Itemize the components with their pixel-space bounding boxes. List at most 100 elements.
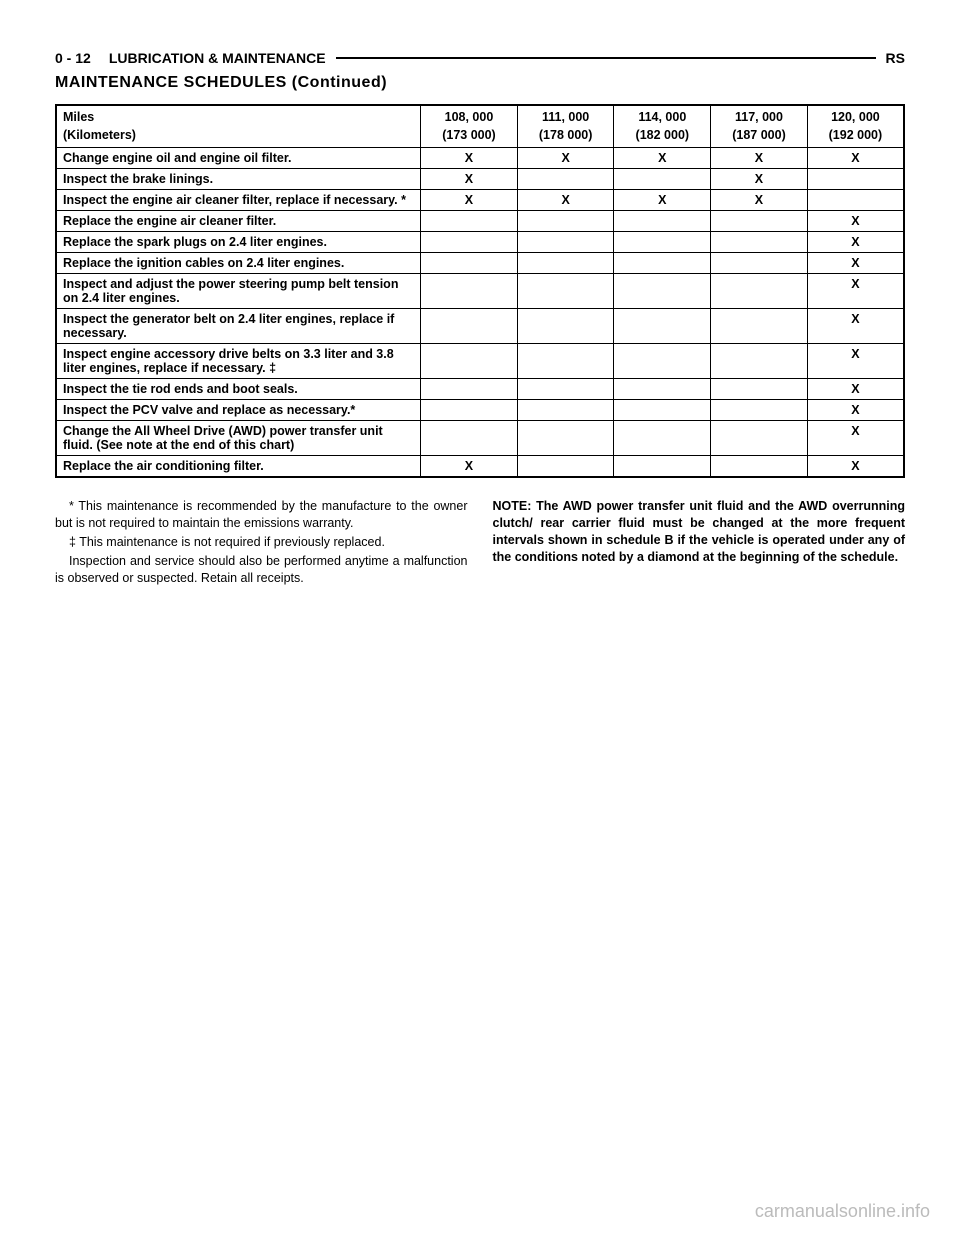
page-number: 0 - 12 xyxy=(55,50,91,66)
col4-km: (192 000) xyxy=(829,128,883,142)
col4-miles: 120, 000 xyxy=(831,110,880,124)
table-row: Inspect and adjust the power steering pu… xyxy=(56,274,904,309)
row-val xyxy=(711,344,808,379)
row-val xyxy=(421,400,518,421)
notes-right-column: NOTE: The AWD power transfer unit fluid … xyxy=(493,498,906,588)
row-val xyxy=(421,379,518,400)
subtitle: MAINTENANCE SCHEDULES (Continued) xyxy=(55,74,905,92)
row-val xyxy=(517,211,614,232)
row-val xyxy=(614,400,711,421)
header-col-4: 120, 000 (192 000) xyxy=(807,105,904,148)
row-val xyxy=(421,253,518,274)
table-row: Inspect the engine air cleaner filter, r… xyxy=(56,190,904,211)
row-val xyxy=(711,274,808,309)
row-desc: Inspect the PCV valve and replace as nec… xyxy=(56,400,421,421)
row-val: X xyxy=(614,190,711,211)
row-val xyxy=(614,421,711,456)
header-col-0: 108, 000 (173 000) xyxy=(421,105,518,148)
row-val: X xyxy=(807,400,904,421)
row-val xyxy=(614,253,711,274)
notes-section: * This maintenance is recommended by the… xyxy=(55,498,905,588)
row-val xyxy=(614,379,711,400)
row-desc: Change engine oil and engine oil filter. xyxy=(56,148,421,169)
header-km-label: (Kilometers) xyxy=(63,128,136,142)
row-desc: Change the All Wheel Drive (AWD) power t… xyxy=(56,421,421,456)
row-val xyxy=(711,456,808,478)
row-val xyxy=(421,309,518,344)
row-desc: Inspect the tie rod ends and boot seals. xyxy=(56,379,421,400)
row-desc: Inspect the generator belt on 2.4 liter … xyxy=(56,309,421,344)
row-val: X xyxy=(421,148,518,169)
row-val: X xyxy=(807,421,904,456)
note-awd: NOTE: The AWD power transfer unit fluid … xyxy=(493,498,906,566)
col2-km: (182 000) xyxy=(636,128,690,142)
row-val xyxy=(517,169,614,190)
table-row: Replace the air conditioning filter.XX xyxy=(56,456,904,478)
row-val: X xyxy=(807,456,904,478)
col2-miles: 114, 000 xyxy=(638,110,686,124)
row-val: X xyxy=(421,456,518,478)
table-row: Replace the spark plugs on 2.4 liter eng… xyxy=(56,232,904,253)
row-desc: Inspect and adjust the power steering pu… xyxy=(56,274,421,309)
col1-km: (178 000) xyxy=(539,128,593,142)
row-val: X xyxy=(807,148,904,169)
row-val xyxy=(517,379,614,400)
row-val xyxy=(421,344,518,379)
row-desc: Replace the ignition cables on 2.4 liter… xyxy=(56,253,421,274)
note-awd-text: NOTE: The AWD power transfer unit fluid … xyxy=(493,499,906,564)
note-inspection: Inspection and service should also be pe… xyxy=(55,553,468,587)
row-val: X xyxy=(517,190,614,211)
row-val xyxy=(614,274,711,309)
row-val xyxy=(421,211,518,232)
table-row: Inspect the generator belt on 2.4 liter … xyxy=(56,309,904,344)
row-val xyxy=(517,232,614,253)
row-desc: Inspect engine accessory drive belts on … xyxy=(56,344,421,379)
row-val xyxy=(711,400,808,421)
table-row: Inspect the brake linings.XX xyxy=(56,169,904,190)
col3-km: (187 000) xyxy=(732,128,786,142)
row-val xyxy=(711,211,808,232)
row-val xyxy=(614,344,711,379)
header-rule xyxy=(336,57,876,59)
row-desc: Inspect the engine air cleaner filter, r… xyxy=(56,190,421,211)
table-row: Replace the ignition cables on 2.4 liter… xyxy=(56,253,904,274)
table-row: Change engine oil and engine oil filter.… xyxy=(56,148,904,169)
header-col-3: 117, 000 (187 000) xyxy=(711,105,808,148)
note-asterisk: * This maintenance is recommended by the… xyxy=(55,498,468,532)
header-col-2: 114, 000 (182 000) xyxy=(614,105,711,148)
header-left-cell: Miles (Kilometers) xyxy=(56,105,421,148)
row-val: X xyxy=(807,253,904,274)
row-desc: Inspect the brake linings. xyxy=(56,169,421,190)
table-row: Change the All Wheel Drive (AWD) power t… xyxy=(56,421,904,456)
row-val xyxy=(517,253,614,274)
maintenance-table: Miles (Kilometers) 108, 000 (173 000) 11… xyxy=(55,104,905,478)
row-val: X xyxy=(421,190,518,211)
row-val: X xyxy=(517,148,614,169)
row-val xyxy=(421,274,518,309)
col0-miles: 108, 000 xyxy=(445,110,494,124)
row-val xyxy=(517,344,614,379)
row-val xyxy=(517,456,614,478)
row-val: X xyxy=(807,344,904,379)
header-col-1: 111, 000 (178 000) xyxy=(517,105,614,148)
page-header: 0 - 12 LUBRICATION & MAINTENANCE RS xyxy=(55,50,905,66)
row-val xyxy=(711,253,808,274)
table-row: Inspect engine accessory drive belts on … xyxy=(56,344,904,379)
header-miles-label: Miles xyxy=(63,110,94,124)
col1-miles: 111, 000 xyxy=(542,110,589,124)
row-val xyxy=(614,232,711,253)
row-val xyxy=(614,456,711,478)
row-val: X xyxy=(421,169,518,190)
col0-km: (173 000) xyxy=(442,128,496,142)
row-val: X xyxy=(711,148,808,169)
note-dagger: ‡ This maintenance is not required if pr… xyxy=(55,534,468,551)
row-val: X xyxy=(807,309,904,344)
row-val: X xyxy=(614,148,711,169)
col3-miles: 117, 000 xyxy=(735,110,783,124)
row-val xyxy=(517,274,614,309)
row-val xyxy=(614,211,711,232)
header-code: RS xyxy=(886,50,905,66)
row-val xyxy=(711,232,808,253)
row-val xyxy=(807,190,904,211)
table-row: Inspect the PCV valve and replace as nec… xyxy=(56,400,904,421)
